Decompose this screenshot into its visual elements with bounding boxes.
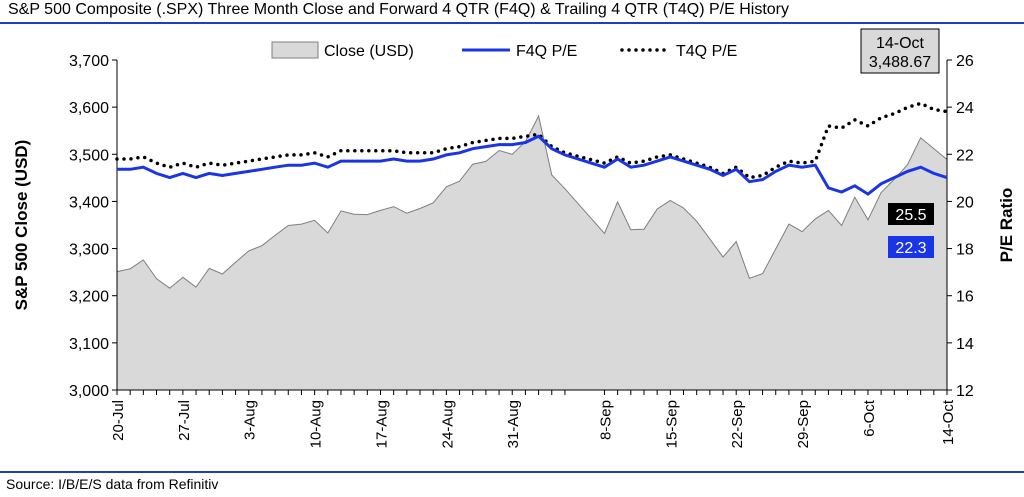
x-tick-label: 14-Oct: [940, 399, 957, 445]
left-tick-label: 3,300: [69, 242, 109, 259]
callout-date: 14-Oct: [876, 35, 925, 52]
right-tick-label: 22: [956, 147, 974, 164]
legend-t4q-label: T4Q P/E: [676, 43, 737, 60]
x-tick-label: 15-Sep: [663, 400, 680, 448]
bottom-rule: [0, 471, 1024, 473]
right-tick-label: 26: [956, 53, 974, 70]
x-tick-label: 6-Oct: [861, 399, 878, 437]
x-tick-label: 22-Sep: [729, 400, 746, 448]
f4q-end-label-box: [888, 236, 934, 258]
left-tick-label: 3,400: [69, 194, 109, 211]
left-tick-label: 3,000: [69, 383, 109, 400]
left-tick-label: 3,100: [69, 336, 109, 353]
right-tick-label: 18: [956, 242, 974, 259]
right-tick-label: 24: [956, 100, 974, 117]
top-rule: [0, 22, 1024, 24]
close-area: [116, 114, 948, 391]
f4q-end-label: 22.3: [895, 240, 926, 257]
callout-value: 3,488.67: [869, 54, 931, 71]
t4q-end-label-box: [888, 203, 934, 225]
legend-f4q-label: F4Q P/E: [516, 43, 577, 60]
x-tick-label: 24-Aug: [439, 400, 456, 448]
right-axis-title: P/E Ratio: [997, 188, 1016, 263]
x-tick-label: 27-Jul: [176, 400, 193, 441]
x-tick-label: 29-Sep: [795, 400, 812, 448]
callout-box: [860, 28, 940, 74]
x-tick-label: 20-Jul: [110, 400, 127, 441]
chart-title: S&P 500 Composite (.SPX) Three Month Clo…: [8, 1, 789, 18]
right-tick-label: 16: [956, 289, 974, 306]
legend-close-label: Close (USD): [324, 43, 414, 60]
x-tick-label: 8-Sep: [597, 400, 614, 440]
right-tick-label: 14: [956, 336, 974, 353]
left-tick-label: 3,600: [69, 100, 109, 117]
source-note: Source: I/B/E/S data from Refinitiv: [6, 476, 219, 492]
x-tick-label: 31-Aug: [505, 400, 522, 448]
right-tick-label: 12: [956, 383, 974, 400]
t4q-end-label: 25.5: [895, 207, 926, 224]
left-tick-label: 3,700: [69, 53, 109, 70]
left-tick-label: 3,500: [69, 147, 109, 164]
right-tick-label: 20: [956, 194, 974, 211]
x-tick-label: 17-Aug: [373, 400, 390, 448]
f4q-line: [117, 134, 948, 196]
x-tick-label: 10-Aug: [308, 400, 325, 448]
left-axis-title: S&P 500 Close (USD): [12, 140, 31, 311]
t4q-line: [115, 101, 949, 180]
left-tick-label: 3,200: [69, 289, 109, 306]
x-tick-label: 3-Aug: [242, 400, 259, 440]
legend-close-swatch: [271, 41, 319, 59]
